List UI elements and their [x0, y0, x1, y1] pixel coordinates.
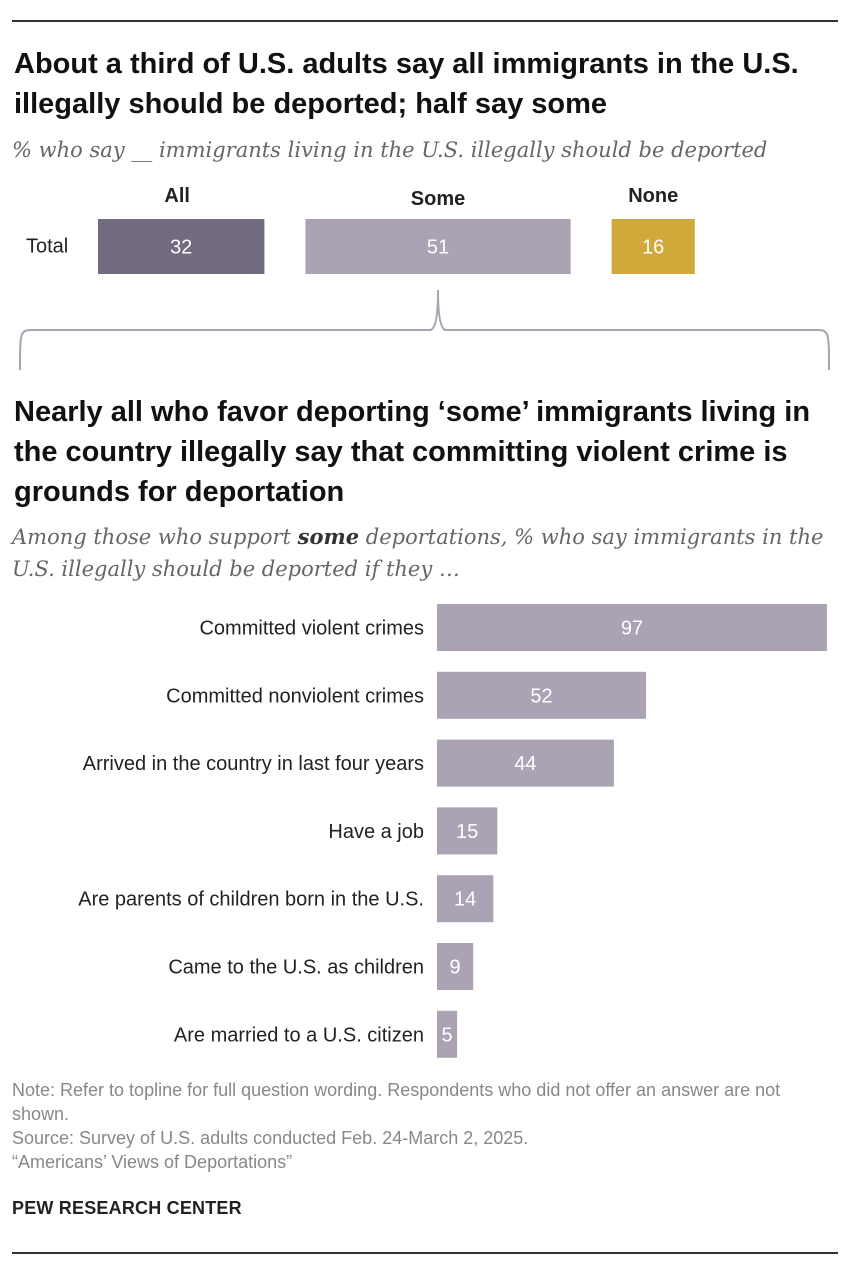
top-rule — [12, 20, 838, 22]
chart-title-bottom: Nearly all who favor deporting ‘some’ im… — [14, 396, 811, 508]
bar — [437, 604, 827, 651]
value-label-none: 16 — [642, 237, 664, 259]
subtitle-part-before: Among those who support — [12, 525, 298, 549]
value-label: 97 — [621, 618, 643, 640]
chart-subtitle-top: % who say __ immigrants living in the U.… — [12, 138, 768, 162]
conditions-chart: Committed violent crimes 97 Committed nonv… — [78, 604, 827, 1058]
bottom-rule — [12, 1252, 838, 1254]
report-title: “Americans’ Views of Deportations” — [12, 1152, 293, 1172]
brand-logo-text: PEW RESEARCH CENTER — [12, 1198, 242, 1218]
bar-all — [98, 219, 265, 274]
category-label: Committed nonviolent crimes — [166, 685, 424, 707]
bar — [437, 739, 614, 787]
value-label: 15 — [456, 821, 478, 843]
category-label: Committed violent crimes — [199, 618, 424, 640]
category-label-total: Total — [26, 236, 68, 258]
value-label: 44 — [514, 753, 536, 775]
category-label: Are married to a U.S. citizen — [174, 1024, 424, 1046]
value-label-all: 32 — [170, 237, 192, 259]
value-label: 5 — [441, 1024, 452, 1046]
value-label: 14 — [454, 889, 476, 911]
bar — [437, 943, 474, 990]
category-label: Came to the U.S. as children — [168, 957, 424, 979]
bar-some — [305, 219, 571, 274]
bracket-connector — [19, 289, 830, 371]
subtitle-part-after: deportations, % who say immigrants in th… — [12, 525, 824, 581]
chart-subtitle-bottom: Among those who support some deportation… — [12, 521, 832, 585]
bar — [437, 1010, 458, 1058]
subtitle-emphasis: some — [297, 524, 360, 549]
category-label: Are parents of children born in the U.S. — [78, 889, 424, 911]
value-label: 52 — [530, 685, 552, 707]
bar — [437, 671, 647, 719]
value-label-some: 51 — [427, 237, 449, 259]
bar-none — [611, 219, 695, 274]
legend-none: None — [628, 185, 678, 207]
bar — [437, 807, 498, 855]
legend-some: Some — [411, 188, 465, 210]
legend-all: All — [164, 185, 190, 207]
category-label: Arrived in the country in last four year… — [83, 753, 424, 775]
source-text: Source: Survey of U.S. adults conducted … — [12, 1128, 529, 1148]
note-text: Note: Refer to topline for full question… — [12, 1080, 781, 1124]
category-label: Have a job — [328, 821, 424, 843]
chart-title-top: About a third of U.S. adults say all imm… — [14, 48, 799, 120]
overview-chart: Total 32 All 51 Some 16 None — [19, 185, 830, 371]
footer-notes: Note: Refer to topline for full question… — [12, 1078, 832, 1174]
bar — [437, 875, 494, 923]
value-label: 9 — [450, 957, 461, 979]
